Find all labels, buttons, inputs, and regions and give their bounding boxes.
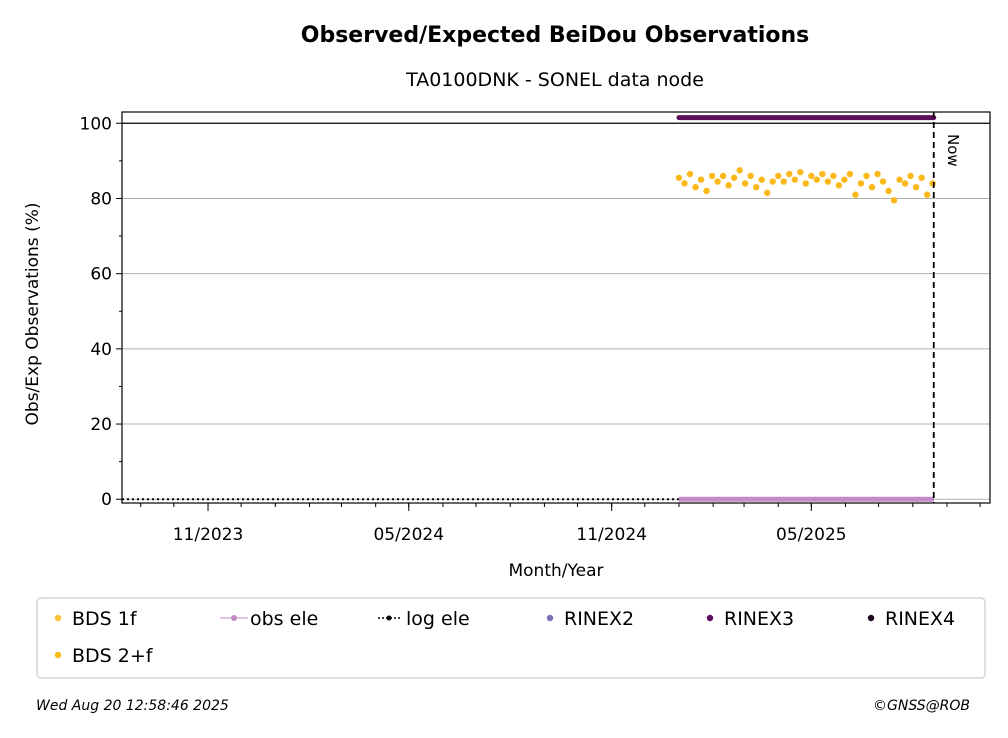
- legend-label: obs ele: [250, 608, 318, 630]
- bds2f-point: [775, 172, 782, 180]
- legend-item: RINEX3: [706, 608, 794, 630]
- bds2f-point: [769, 178, 776, 185]
- bds2f-point: [857, 180, 865, 187]
- bds2f-point: [808, 172, 815, 180]
- chart-subtitle: TA0100DNK - SONEL data node: [405, 69, 704, 91]
- bds2f-point: [758, 176, 765, 183]
- bds2f-point: [819, 170, 826, 178]
- bds2f-point: [708, 172, 716, 180]
- bds2f-point: [791, 176, 798, 183]
- x-tick-label: 05/2024: [373, 525, 444, 545]
- now-label: Now: [944, 134, 962, 167]
- legend-swatch-marker: [386, 615, 392, 621]
- bds2f-point: [863, 172, 870, 180]
- bds2f-point: [719, 172, 727, 180]
- bds2f-point: [802, 180, 810, 187]
- legend-label: RINEX4: [885, 608, 955, 630]
- bds2f-point: [923, 191, 931, 198]
- bds2f-point: [874, 170, 881, 178]
- x-tick-label: 11/2024: [576, 525, 647, 545]
- x-axis-ticks: 11/2023 05/2024 11/2024 05/2025: [140, 503, 981, 545]
- y-tick-label: 100: [80, 114, 112, 134]
- bds2f-point: [896, 176, 903, 183]
- grid-lines: [122, 122, 990, 500]
- bds2f-point: [885, 187, 892, 195]
- footer-timestamp: Wed Aug 20 12:58:46 2025: [36, 698, 229, 714]
- legend-item: BDS 1f: [54, 608, 138, 630]
- bds2f-point: [929, 180, 936, 187]
- bds2f-point: [813, 176, 821, 183]
- bds2f-point: [686, 170, 694, 178]
- legend-swatch: [54, 614, 62, 622]
- x-axis-label: Month/Year: [508, 561, 603, 581]
- bds2f-point: [841, 176, 848, 183]
- now-marker: Now: [932, 112, 962, 503]
- legend-swatch: [867, 614, 875, 622]
- y-axis-label: Obs/Exp Observations (%): [23, 203, 43, 426]
- legend-swatch: [546, 614, 554, 622]
- bds2f-point: [692, 183, 699, 191]
- bds2f-point: [918, 174, 925, 181]
- legend-item: BDS 2+f: [54, 645, 154, 667]
- y-axis-ticks: 0 20 40 60 80 100: [80, 114, 122, 510]
- bds2f-point: [747, 172, 754, 180]
- bds2f-point: [725, 182, 732, 189]
- bds2f-point: [830, 172, 837, 180]
- y-tick-label: 20: [90, 415, 112, 435]
- chart-title: Observed/Expected BeiDou Observations: [301, 23, 810, 48]
- legend-box: [36, 597, 986, 679]
- legend-swatch: [54, 651, 62, 659]
- bds2f-point: [703, 187, 710, 195]
- legend-label: RINEX3: [724, 608, 794, 630]
- y-tick-label: 40: [90, 340, 112, 360]
- bds2f-point: [764, 189, 771, 197]
- legend-label: BDS 2+f: [72, 645, 154, 667]
- bds2f-point: [675, 174, 683, 181]
- bds2f-point: [852, 191, 859, 198]
- bds2f-point: [824, 178, 832, 185]
- y-tick-label: 0: [101, 490, 112, 510]
- legend-swatch-marker: [231, 615, 237, 621]
- legend-item: RINEX4: [867, 608, 955, 630]
- legend-item: log ele: [378, 608, 470, 630]
- bds2f-point: [868, 183, 876, 191]
- legend-item: obs ele: [220, 608, 318, 630]
- bds2f-point: [890, 197, 898, 204]
- y-tick-label: 60: [90, 265, 112, 285]
- x-tick-label: 11/2023: [173, 525, 244, 545]
- bds2f-point: [907, 172, 914, 180]
- bds2f-point: [780, 178, 787, 185]
- series-layer: [122, 115, 937, 502]
- bds2f-point: [736, 167, 743, 174]
- bds2f-point: [714, 178, 721, 185]
- bds2f-point: [879, 178, 887, 185]
- x-tick-label: 05/2025: [776, 525, 847, 545]
- bds2f-point: [786, 170, 793, 178]
- legend-label: RINEX2: [564, 608, 634, 630]
- bds2f-point: [681, 180, 688, 187]
- footer-credit: ©GNSS@ROB: [873, 698, 970, 714]
- legend-item: RINEX2: [546, 608, 634, 630]
- y-tick-label: 80: [90, 189, 112, 209]
- legend-label: BDS 1f: [72, 608, 138, 630]
- legend-swatch: [706, 614, 714, 622]
- bds2f-point: [730, 174, 738, 181]
- bds2f-point: [912, 183, 920, 191]
- bds2f-point: [846, 170, 854, 178]
- bds2f-point: [697, 176, 705, 183]
- bds2f-point: [835, 182, 843, 189]
- bds2f-point: [752, 183, 760, 191]
- legend: BDS 1f obs ele log ele RINEX2 RINEX3 RINEX4 BD…: [54, 608, 955, 667]
- bds2f-point: [901, 180, 909, 187]
- bds2f-point: [741, 180, 749, 187]
- bds2f-point: [797, 168, 804, 176]
- legend-label: log ele: [406, 608, 470, 630]
- plot-frame: [121, 111, 991, 504]
